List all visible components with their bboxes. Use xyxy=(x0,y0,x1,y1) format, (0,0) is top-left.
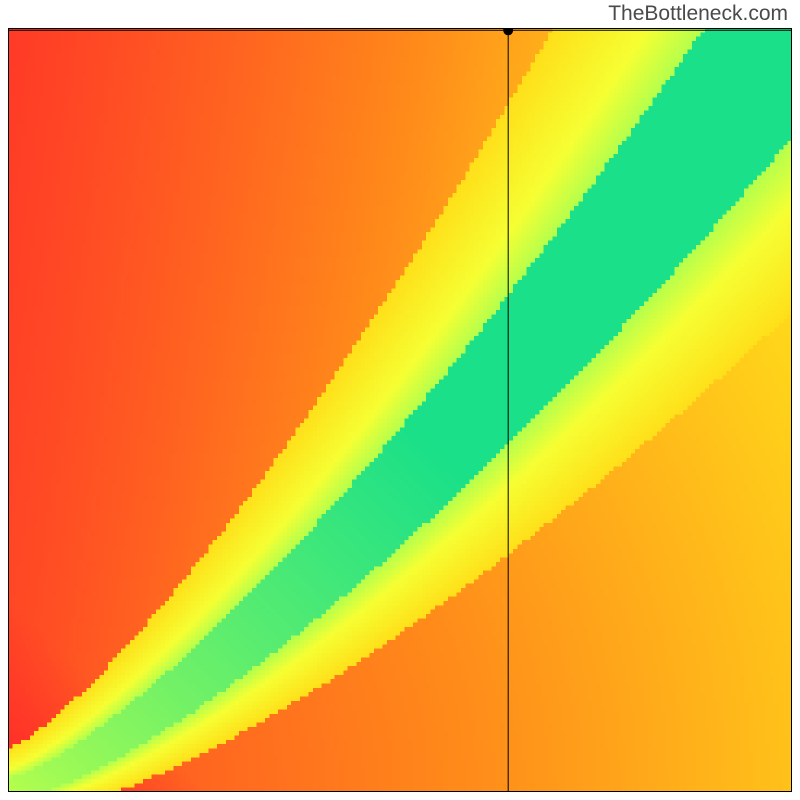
chart-overlay-svg xyxy=(8,28,792,792)
chart-border xyxy=(9,29,792,792)
watermark-text: TheBottleneck.com xyxy=(608,2,788,26)
bottleneck-heatmap-chart xyxy=(8,28,792,792)
crosshair-marker xyxy=(503,28,513,35)
